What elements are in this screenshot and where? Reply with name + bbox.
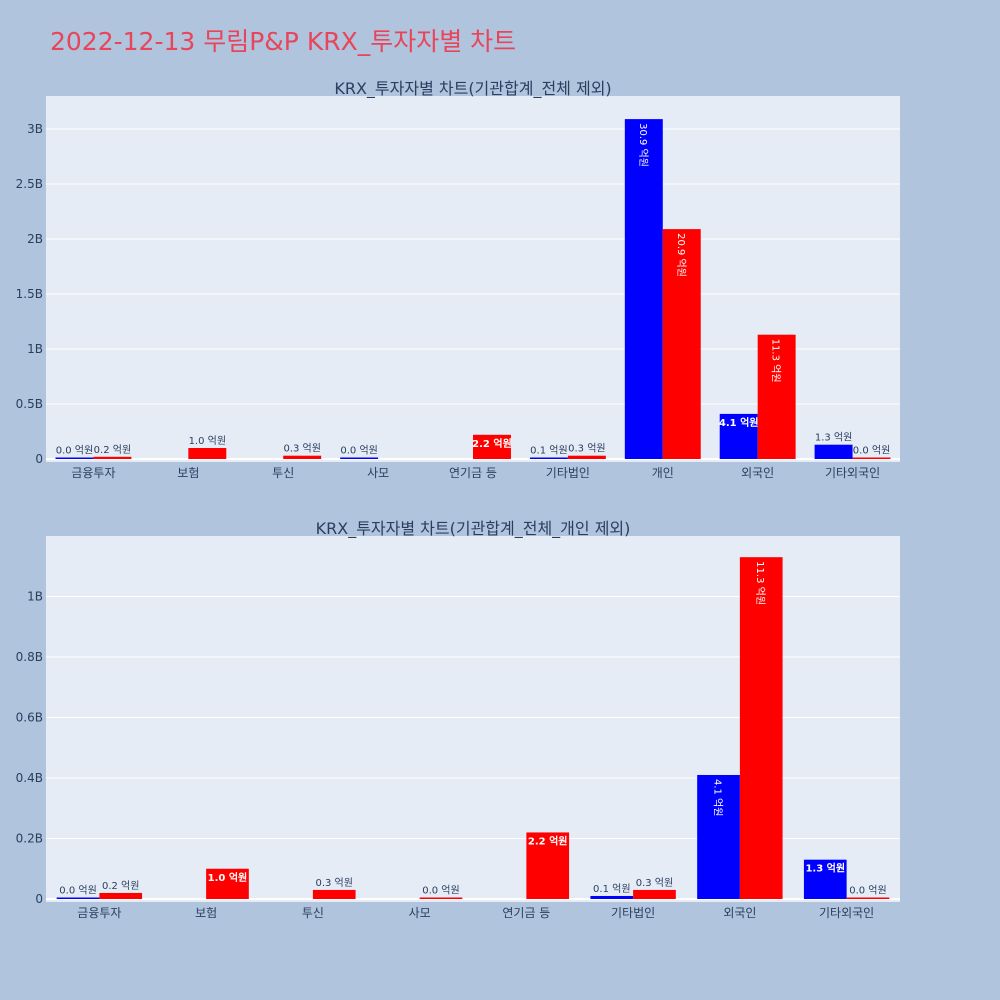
bar xyxy=(340,457,379,459)
bar xyxy=(852,457,891,459)
data-label: 1.0 억원 xyxy=(189,435,226,447)
bar xyxy=(312,889,356,899)
x-tick-label: 보험 xyxy=(177,466,199,480)
bar xyxy=(419,897,463,899)
data-label: 0.2 억원 xyxy=(102,880,139,892)
y-tick-label: 1B xyxy=(27,590,43,604)
x-tick-label: 금융투자 xyxy=(71,466,115,480)
y-tick-label: 0 xyxy=(35,892,43,906)
bar xyxy=(99,892,143,899)
data-label: 0.0 억원 xyxy=(59,885,96,897)
data-label: 2.2 억원 xyxy=(472,437,512,450)
x-tick-label: 투신 xyxy=(272,466,294,480)
bar xyxy=(526,832,570,899)
bar xyxy=(662,229,701,459)
x-tick-label: 투신 xyxy=(302,906,324,920)
data-label: 11.3 억원 xyxy=(770,339,782,383)
x-tick-label: 사모 xyxy=(367,466,389,480)
x-tick-label: 외국인 xyxy=(723,906,756,920)
bar xyxy=(803,859,847,899)
bar xyxy=(697,774,740,899)
y-tick-label: 2B xyxy=(27,232,43,246)
y-tick-label: 3B xyxy=(27,122,43,136)
data-label: 0.0 억원 xyxy=(422,885,459,897)
data-label: 0.0 억원 xyxy=(340,445,377,457)
data-label: 0.1 억원 xyxy=(530,445,567,457)
bar xyxy=(814,444,853,459)
chart-title: KRX_투자자별 차트(기관합계_전체 제외) xyxy=(334,79,611,99)
x-tick-label: 금융투자 xyxy=(77,906,121,920)
chart-title: KRX_투자자별 차트(기관합계_전체_개인 제외) xyxy=(316,519,631,539)
bar xyxy=(473,434,511,459)
x-tick-label: 보험 xyxy=(195,906,217,920)
bar xyxy=(757,334,796,459)
data-label: 0.1 억원 xyxy=(593,883,630,895)
data-label: 0.2 억원 xyxy=(94,444,131,456)
y-tick-label: 0.5B xyxy=(16,397,43,411)
x-tick-label: 기타외국인 xyxy=(819,906,874,920)
bar xyxy=(529,457,568,459)
x-tick-label: 연기금 등 xyxy=(502,906,550,920)
x-tick-label: 연기금 등 xyxy=(449,466,497,480)
x-tick-label: 기타외국인 xyxy=(825,466,880,480)
bar xyxy=(93,456,132,459)
bar xyxy=(590,895,634,899)
data-label: 0.0 억원 xyxy=(849,885,886,897)
y-tick-label: 0 xyxy=(35,452,43,466)
bar xyxy=(624,119,663,459)
bar xyxy=(567,455,606,459)
page-title: 2022-12-13 무림P&P KRX_투자자별 차트 xyxy=(50,27,517,56)
data-label: 4.1 억원 xyxy=(712,779,724,816)
bar xyxy=(846,897,890,899)
bar xyxy=(633,889,676,899)
data-label: 4.1 억원 xyxy=(719,416,759,429)
bar xyxy=(739,557,783,899)
x-tick-label: 기타법인 xyxy=(611,906,655,920)
y-tick-label: 0.2B xyxy=(16,832,43,846)
y-tick-label: 1.5B xyxy=(16,287,43,301)
chart-panel-1: 0 0.5B 1B 1.5B 2B 2.5B 3B KRX_투자자별 차트(기관합계_전체 제… xyxy=(16,79,900,480)
bar xyxy=(283,455,322,459)
bar xyxy=(719,413,758,459)
y-tick-label: 0.8B xyxy=(16,650,43,664)
x-tick-label: 사모 xyxy=(409,906,431,920)
data-label: 1.0 억원 xyxy=(208,871,248,884)
y-tick-label: 0.4B xyxy=(16,771,43,785)
data-label: 11.3 억원 xyxy=(754,561,766,605)
y-tick-label: 1B xyxy=(27,342,43,356)
data-label: 0.3 억원 xyxy=(636,877,673,889)
data-label: 1.3 억원 xyxy=(805,862,845,875)
data-label: 0.3 억원 xyxy=(568,443,605,455)
bar xyxy=(55,457,94,459)
y-tick-label: 2.5B xyxy=(16,177,43,191)
x-tick-label: 기타법인 xyxy=(546,466,590,480)
bar xyxy=(56,897,100,899)
bar xyxy=(206,868,249,899)
data-label: 1.3 억원 xyxy=(815,432,852,444)
data-label: 30.9 억원 xyxy=(637,123,649,167)
x-tick-label: 외국인 xyxy=(741,466,774,480)
y-tick-label: 0.6B xyxy=(16,711,43,725)
data-label: 0.3 억원 xyxy=(283,443,320,455)
data-label: 2.2 억원 xyxy=(528,834,568,847)
data-label: 0.0 억원 xyxy=(56,445,93,457)
data-label: 20.9 억원 xyxy=(675,233,687,277)
x-tick-label: 개인 xyxy=(652,466,674,480)
data-label: 0.0 억원 xyxy=(853,445,890,457)
data-label: 0.3 억원 xyxy=(315,877,352,889)
chart-panel-2: 0 0.2B 0.4B 0.6B 0.8B 1B KRX_투자자별 차트(기관합계_전체_개… xyxy=(16,519,900,920)
bar xyxy=(188,448,227,459)
